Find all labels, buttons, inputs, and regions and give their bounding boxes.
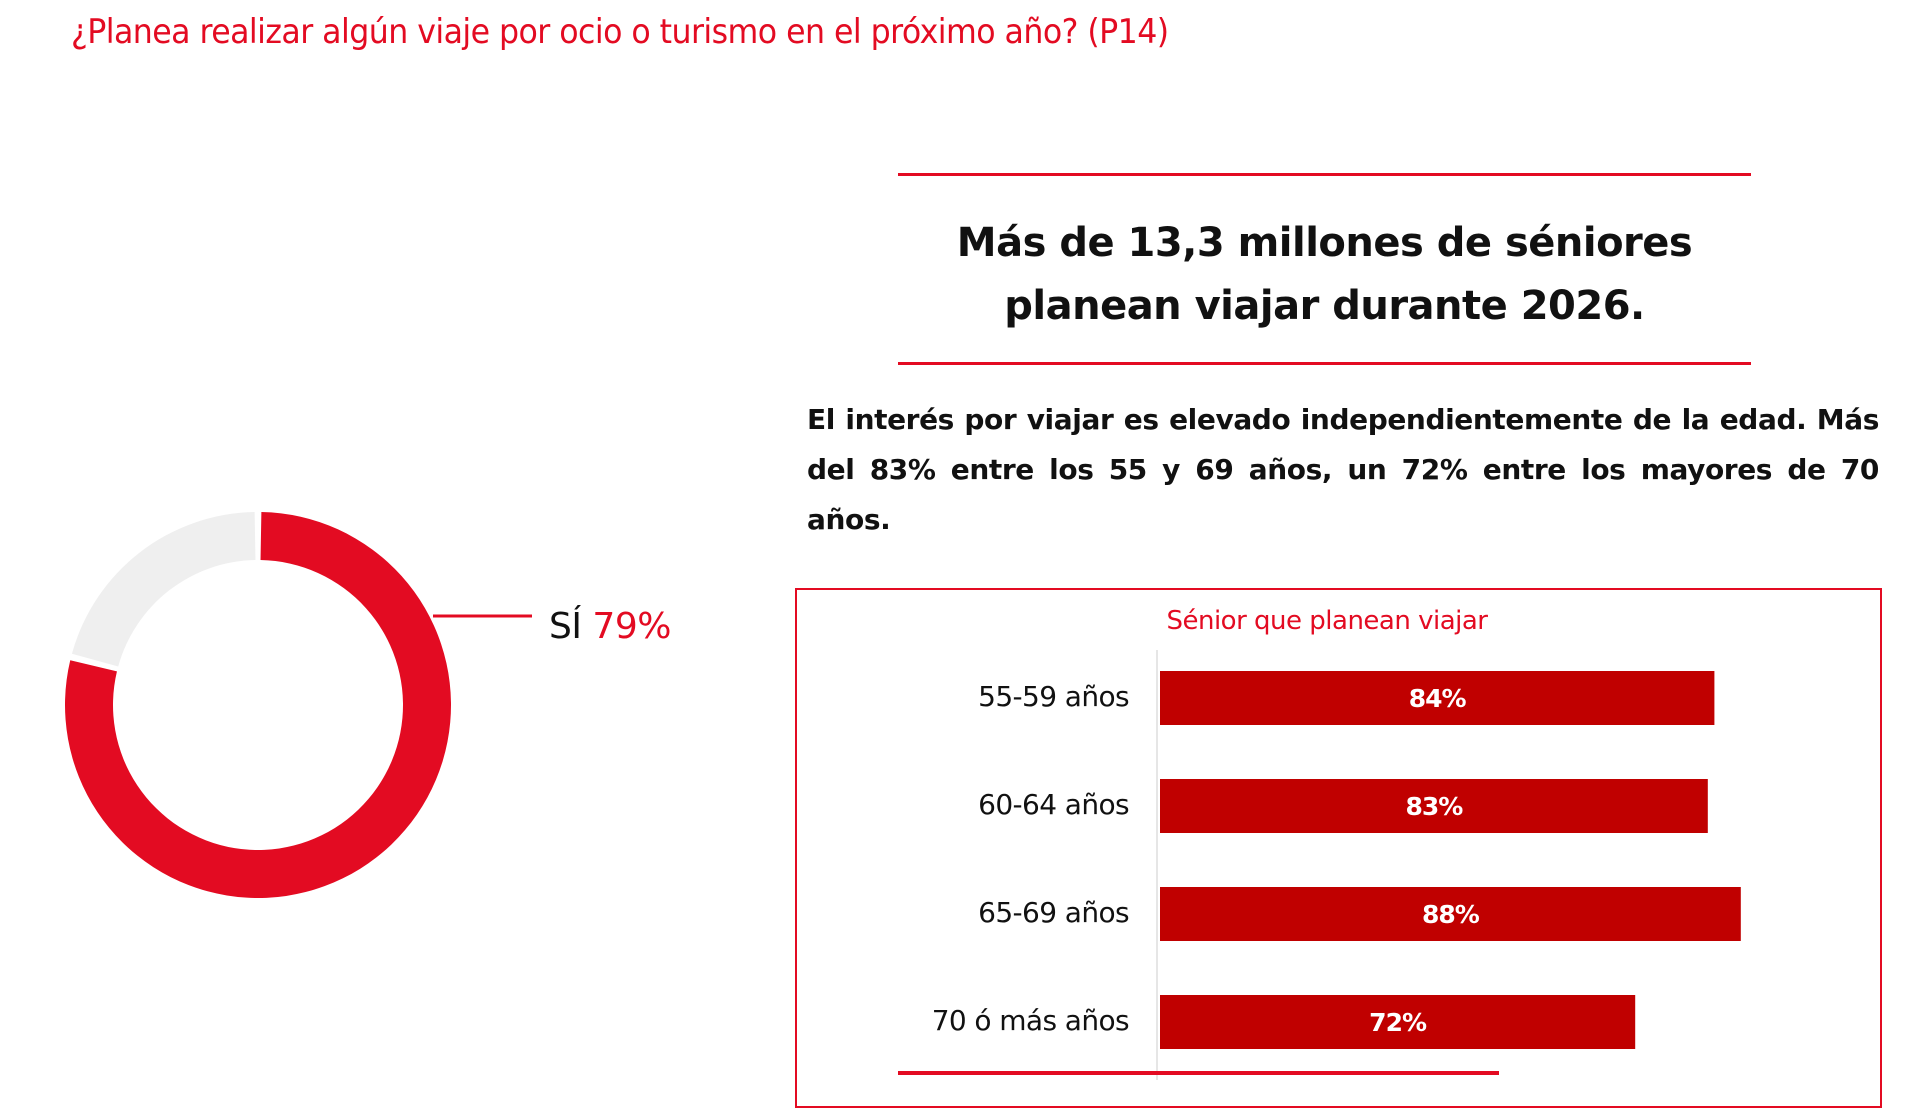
bar-chart: 84% 83% 88% 72% — [898, 650, 1741, 1080]
category-label: 70 ó más años — [931, 1004, 1130, 1037]
question-title: ¿Planea realizar algún viaje por ocio o … — [71, 12, 1169, 52]
divider-bottom — [898, 362, 1751, 365]
summary-paragraph: El interés por viajar es elevado indepen… — [807, 403, 1879, 536]
bar-value-label: 88% — [1422, 900, 1480, 929]
bar-chart-underline — [898, 1071, 1499, 1075]
headline-line-2: planean viajar durante 2026. — [1004, 283, 1645, 329]
bar-chart-title: Sénior que planean viajar — [1166, 606, 1488, 636]
bar-value-label: 72% — [1369, 1008, 1427, 1037]
divider-top — [898, 173, 1751, 176]
donut-label-value: 79% — [592, 606, 671, 647]
donut-data-label: SÍ 79% — [549, 606, 671, 647]
donut-slice-1 — [71, 512, 256, 667]
donut-label-name: SÍ — [549, 606, 582, 647]
category-label: 60-64 años — [978, 788, 1129, 821]
bar-2 — [1160, 887, 1741, 941]
bar-value-label: 83% — [1405, 792, 1463, 821]
headline-line-1: Más de 13,3 millones de séniores — [956, 220, 1693, 266]
bar-1 — [1160, 779, 1708, 833]
headline: Más de 13,3 millones de séniores planean… — [898, 212, 1751, 338]
bar-0 — [1160, 671, 1715, 725]
bar-value-label: 84% — [1409, 684, 1467, 713]
category-label: 65-69 años — [978, 896, 1129, 929]
bar-3 — [1160, 995, 1636, 1049]
category-label: 55-59 años — [978, 680, 1129, 713]
donut-chart — [65, 512, 532, 898]
